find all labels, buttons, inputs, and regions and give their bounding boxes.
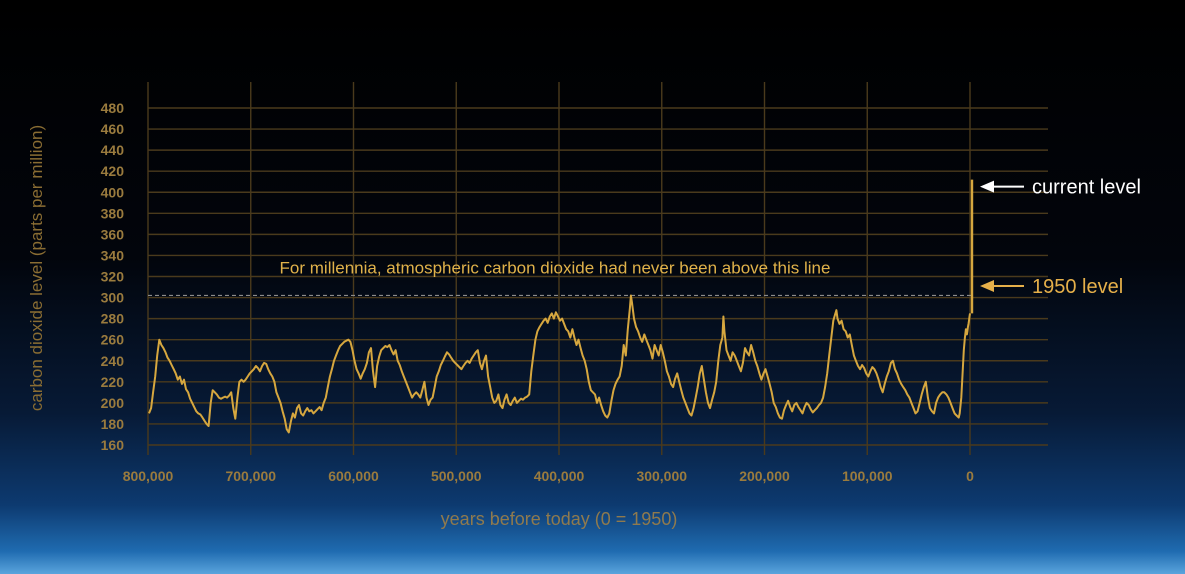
- y-tick-label: 380: [101, 205, 125, 221]
- x-tick-label: 0: [966, 468, 974, 484]
- grid: [147, 82, 1048, 455]
- x-tick-label: 400,000: [534, 468, 585, 484]
- x-tick-label: 300,000: [636, 468, 687, 484]
- y-tick-label: 400: [101, 184, 125, 200]
- y-tick-label: 460: [101, 121, 125, 137]
- y-tick-label: 340: [101, 247, 125, 263]
- x-tick-label: 800,000: [123, 468, 174, 484]
- co2-series-line: [148, 294, 971, 434]
- callout-label: 1950 level: [1032, 276, 1123, 298]
- y-tick-label: 240: [101, 353, 125, 369]
- y-tick-label: 200: [101, 395, 125, 411]
- x-tick-label: 600,000: [328, 468, 379, 484]
- y-tick-label: 300: [101, 290, 125, 306]
- y-tick-label: 360: [101, 226, 125, 242]
- x-axis-label: years before today (0 = 1950): [441, 509, 678, 529]
- callout-arrowhead: [980, 180, 994, 193]
- series-layer: [148, 294, 971, 434]
- x-tick-label: 200,000: [739, 468, 790, 484]
- y-tick-label: 280: [101, 311, 125, 327]
- y-axis-label: carbon dioxide level (parts per million): [27, 125, 46, 411]
- y-tick-label: 420: [101, 163, 125, 179]
- y-tick-label: 260: [101, 332, 125, 348]
- y-tick-label: 320: [101, 269, 125, 285]
- threshold-annotation: For millennia, atmospheric carbon dioxid…: [280, 258, 831, 277]
- y-tick-labels: 160 180 200 220 240 260 280 300 320 340 360 380 400 4…: [101, 100, 125, 453]
- y-tick-label: 440: [101, 142, 125, 158]
- y-tick-label: 180: [101, 416, 125, 432]
- x-tick-labels: 800,000 700,000 600,000 500,000 400,000 300,0…: [123, 468, 974, 484]
- callout-label: current level: [1032, 177, 1141, 199]
- x-tick-label: 100,000: [842, 468, 893, 484]
- y-tick-label: 480: [101, 100, 125, 116]
- y-tick-label: 220: [101, 374, 125, 390]
- x-tick-label: 500,000: [431, 468, 482, 484]
- callouts: current level 1950 level: [980, 177, 1141, 298]
- callout-arrowhead: [980, 279, 994, 292]
- y-tick-label: 160: [101, 437, 125, 453]
- x-tick-label: 700,000: [225, 468, 276, 484]
